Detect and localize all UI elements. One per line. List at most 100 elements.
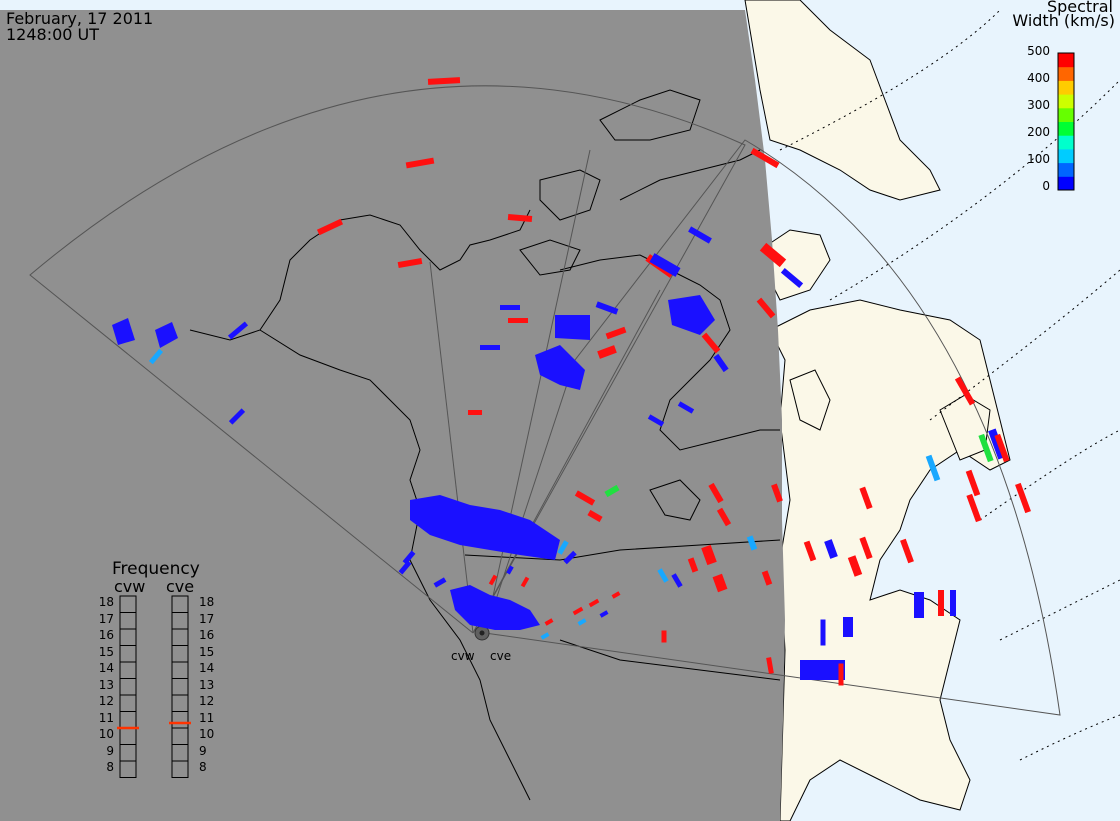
radar-label-cvw: cvw — [451, 649, 475, 663]
echo-mark — [661, 630, 667, 643]
echo-mark — [701, 332, 721, 354]
echo-mark — [771, 483, 783, 503]
echo-mark — [761, 570, 773, 586]
radar-fov — [29, 85, 1061, 716]
echo-mark — [746, 535, 758, 551]
frequency-level-right: 13 — [199, 677, 215, 692]
echo-mark — [647, 414, 665, 427]
echo-mark — [605, 326, 627, 340]
echo-mark — [657, 568, 669, 583]
color-scale-cell — [1058, 148, 1074, 164]
frequency-level-right: 14 — [199, 661, 215, 675]
day-land — [744, 0, 1011, 821]
frequency-level-left: 15 — [98, 644, 114, 659]
color-scale-tick: 200 — [1027, 125, 1050, 139]
frequency-level-left: 14 — [98, 661, 114, 675]
color-scale-cell — [1058, 107, 1074, 122]
echo-mark — [914, 592, 924, 618]
frequency-cell — [171, 760, 189, 778]
echo-mark — [965, 469, 981, 497]
echo-mark — [766, 657, 774, 674]
echo-mark — [838, 663, 844, 686]
echo-mark — [900, 538, 914, 564]
echo-mark — [227, 321, 249, 340]
echo-mark — [520, 576, 530, 588]
echo-mark — [574, 490, 596, 506]
echo-mark — [712, 573, 728, 593]
frequency-level-right: 17 — [199, 611, 215, 626]
frequency-level-right: 11 — [199, 710, 215, 725]
frequency-level-left: 9 — [106, 743, 114, 758]
map-time: 1248:00 UT — [6, 25, 100, 44]
frequency-cve-label: cve — [166, 577, 195, 596]
frequency-title: Frequency — [112, 559, 200, 579]
echo-mark — [480, 345, 500, 350]
echo-mark — [405, 157, 435, 169]
lat-lon-grid — [779, 9, 1120, 761]
color-scale-tick: 500 — [1027, 44, 1050, 58]
echo-mark — [677, 401, 695, 414]
echo-mark — [716, 507, 732, 527]
echo-mark — [925, 454, 941, 482]
frequency-level-left: 13 — [98, 677, 114, 692]
frequency-cell — [119, 760, 137, 778]
echo-mark — [488, 574, 498, 586]
echo-mark — [938, 590, 944, 616]
echo-mark — [508, 318, 528, 323]
echo-mark — [978, 433, 994, 463]
echo-mark — [500, 305, 520, 310]
echo-mark — [950, 590, 956, 616]
color-scale-tick: 100 — [1027, 152, 1050, 166]
colorbar-title-2: Width (km/s) — [1012, 11, 1115, 30]
echo-mark — [820, 619, 826, 646]
frequency-level-right: 8 — [199, 760, 207, 774]
echo-mark — [563, 550, 577, 565]
color-scale-cell — [1058, 176, 1074, 191]
echo-mark — [316, 218, 344, 236]
frequency-cvw-label: cvw — [114, 577, 146, 596]
frequency-level-right: 12 — [199, 694, 215, 708]
echo-mark — [557, 540, 569, 555]
echo-mark — [595, 301, 619, 315]
scatter-blobs — [112, 295, 845, 680]
echo-mark — [994, 433, 1010, 463]
color-scale-tick: 0 — [1042, 179, 1050, 193]
color-scale-cell — [1058, 135, 1074, 150]
echo-mark — [507, 213, 533, 223]
echo-mark — [713, 353, 729, 373]
frequency-level-right: 10 — [199, 727, 215, 741]
frequency-level-left: 16 — [98, 628, 114, 642]
color-scale-tick: 300 — [1027, 98, 1050, 112]
color-scale-frame — [1057, 52, 1075, 191]
color-scale-cell — [1058, 53, 1074, 68]
echo-mark — [506, 565, 514, 575]
echo-mark — [148, 348, 164, 365]
frequency-level-right: 16 — [199, 628, 215, 642]
echo-mark — [750, 147, 780, 169]
frequency-level-right: 15 — [199, 644, 215, 659]
echo-mark — [228, 408, 246, 425]
echo-mark — [688, 226, 712, 244]
echo-mark — [843, 617, 853, 637]
echo-mark — [687, 557, 699, 573]
echo-mark — [599, 610, 609, 618]
echo-mark — [756, 297, 776, 319]
echo-marks — [148, 77, 1031, 686]
echo-mark — [859, 536, 873, 560]
echo-mark — [701, 544, 717, 566]
echo-mark — [824, 539, 838, 559]
echo-mark — [604, 484, 620, 498]
border-line — [464, 539, 781, 561]
echo-mark — [1015, 482, 1031, 514]
coastlines — [189, 89, 831, 801]
color-scale-cell — [1058, 162, 1074, 177]
frequency-level-left: 11 — [98, 710, 114, 725]
frequency-level-right: 9 — [199, 743, 207, 758]
echo-mark — [577, 618, 587, 626]
echo-mark — [540, 632, 550, 640]
echo-mark — [468, 410, 482, 415]
radar-label-cve: cve — [490, 649, 512, 663]
echo-mark — [954, 376, 976, 406]
echo-mark — [847, 555, 863, 577]
